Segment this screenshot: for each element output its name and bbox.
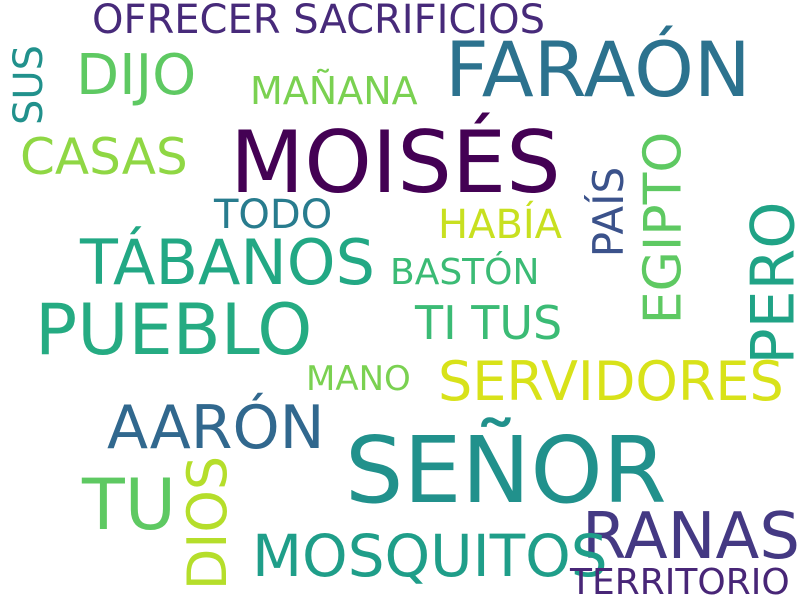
word-todo: TODO bbox=[214, 192, 333, 238]
word-moises: MOISÉS bbox=[230, 113, 561, 213]
word-pero: PERO bbox=[738, 201, 800, 365]
word-baston: BASTÓN bbox=[390, 252, 540, 293]
word-territorio: TERRITORIO bbox=[570, 562, 790, 600]
word-faraon: FARAÓN bbox=[445, 25, 751, 114]
word-senor: SEÑOR bbox=[345, 417, 667, 524]
word-ranas: RANAS bbox=[582, 500, 800, 574]
word-habia: HABÍA bbox=[438, 202, 563, 248]
word-egipto: EGIPTO bbox=[633, 131, 694, 325]
word-sus: SUS bbox=[6, 44, 53, 126]
word-manana: MAÑANA bbox=[250, 69, 418, 113]
word-servidores: SERVIDORES bbox=[438, 350, 784, 413]
word-tabanos: TÁBANOS bbox=[80, 226, 375, 299]
word-dios: DIOS bbox=[176, 455, 240, 591]
word-dijo: DIJO bbox=[76, 43, 197, 108]
word-ti-tus: TI TUS bbox=[415, 296, 563, 350]
word-mosquitos: MOSQUITOS bbox=[252, 522, 608, 590]
word-tu: TU bbox=[82, 464, 176, 546]
word-mano: MANO bbox=[306, 359, 411, 399]
word-aaron: AARÓN bbox=[107, 393, 325, 463]
word-ofrecer-sacrificios: OFRECER SACRIFICIOS bbox=[92, 0, 545, 43]
word-pais: PAÍS bbox=[584, 166, 634, 258]
word-pueblo: PUEBLO bbox=[35, 289, 313, 371]
word-casas: CASAS bbox=[20, 128, 188, 186]
